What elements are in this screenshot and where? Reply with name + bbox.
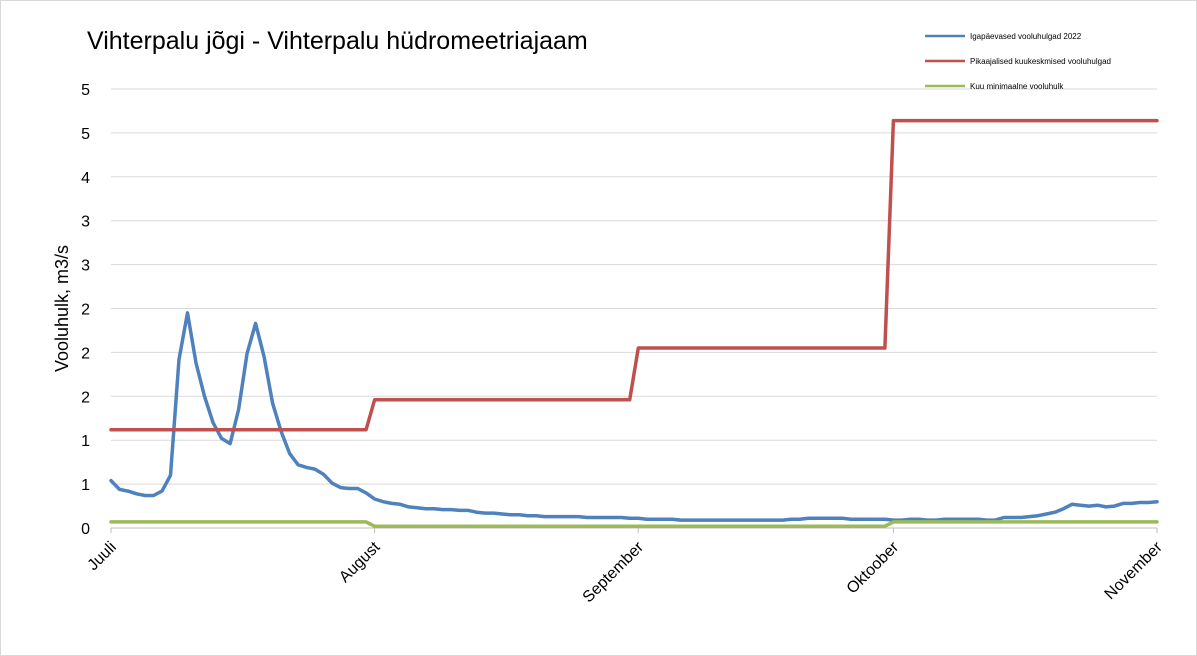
y-tick-label: 1 — [81, 433, 90, 450]
y-tick-label: 0 — [81, 521, 90, 538]
legend-label: Igapäevased vooluhulgad 2022 — [970, 32, 1082, 41]
legend-label: Kuu minimaalne vooluhulk — [970, 82, 1064, 91]
x-tick-label: August — [336, 538, 384, 586]
chart-title: Vihterpalu jõgi - Vihterpalu hüdromeetri… — [87, 27, 588, 55]
x-tick-label: September — [580, 538, 648, 606]
y-tick-label: 5 — [81, 126, 90, 143]
legend: Igapäevased vooluhulgad 2022 Pikaajalised… — [925, 32, 1111, 91]
x-tick-label: Juuli — [85, 539, 120, 574]
x-tick-label: Oktoober — [844, 538, 903, 597]
series-line-1 — [109, 311, 1159, 522]
y-tick-label: 3 — [81, 258, 90, 275]
grid-lines — [111, 88, 1157, 529]
y-tick-label: 5 — [81, 82, 90, 99]
y-axis-title: Vooluhulk, m3/s — [52, 245, 72, 372]
y-tick-label: 1 — [81, 477, 90, 494]
series-layer — [109, 118, 1159, 528]
series-line-3 — [109, 520, 1159, 528]
y-tick-label: 2 — [81, 345, 90, 362]
x-tick-label: November — [1102, 538, 1167, 603]
legend-label: Pikaajalised kuukeskmised vooluhulgad — [970, 57, 1111, 66]
y-tick-label: 2 — [81, 389, 90, 406]
y-tick-label: 4 — [81, 170, 90, 187]
series-line-2 — [109, 118, 1159, 432]
y-tick-label: 3 — [81, 214, 90, 231]
y-tick-label: 2 — [81, 302, 90, 319]
